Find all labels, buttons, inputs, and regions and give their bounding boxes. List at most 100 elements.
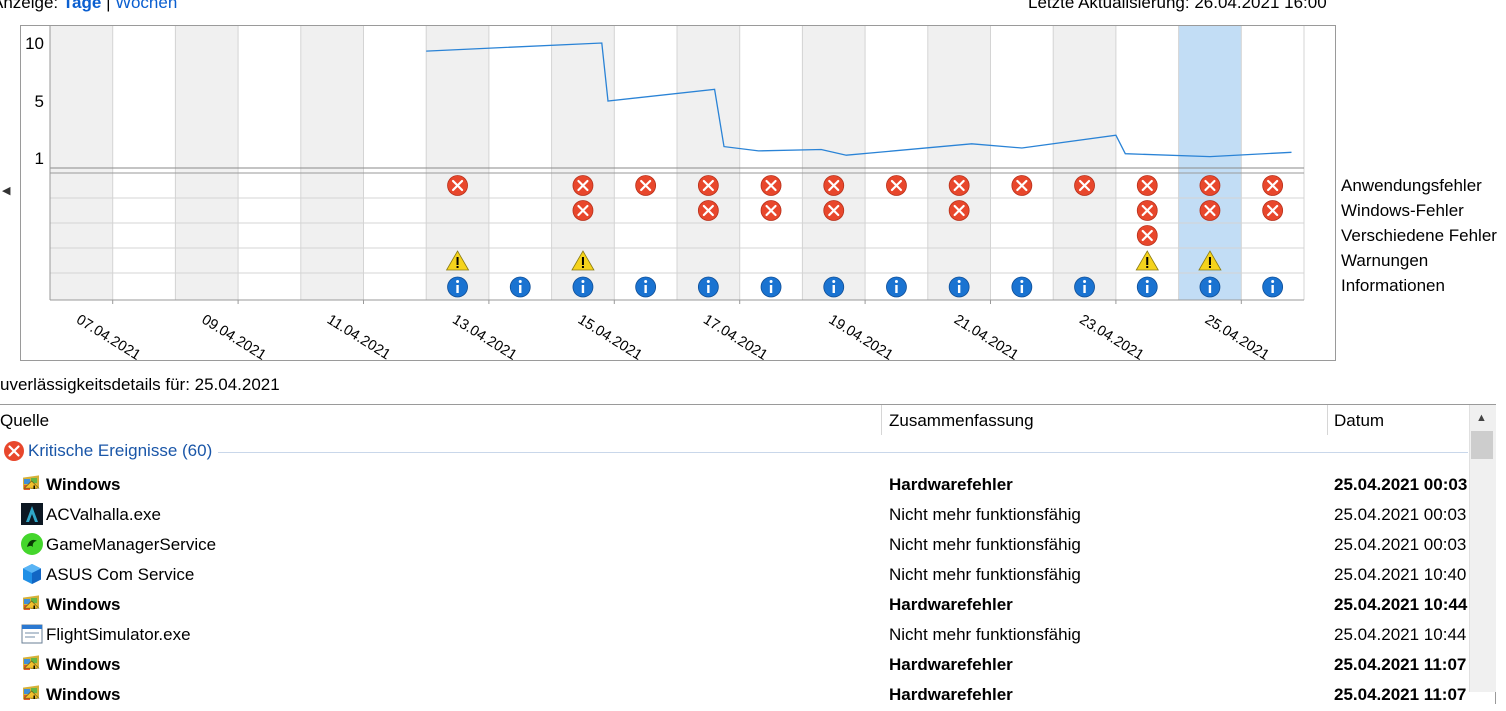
view-days-link[interactable]: Tage (62, 0, 102, 12)
day-column (50, 26, 113, 300)
error-icon-cross (1141, 179, 1153, 192)
table-row[interactable]: Windows Hardwarefehler 25.04.2021 10:44 (0, 589, 1468, 619)
x-axis-date-label: 09.04.2021 (199, 312, 269, 360)
row-summary: Hardwarefehler (889, 595, 1013, 614)
info-icon-stem (1271, 285, 1274, 293)
error-icon-cross (1267, 204, 1279, 217)
row-source: ACValhalla.exe (46, 505, 161, 524)
row-summary: Hardwarefehler (889, 685, 1013, 704)
info-icon-dot (769, 280, 773, 283)
error-icon-cross (577, 204, 589, 217)
view-switcher: Anzeige: Tage | Wochen (0, 0, 177, 13)
cube-icon (20, 562, 44, 586)
day-column (802, 26, 866, 300)
info-icon-stem (707, 285, 710, 293)
column-header-source[interactable]: Quelle (0, 411, 50, 430)
row-date: 25.04.2021 00:03 (1334, 535, 1467, 554)
row-source: Windows (46, 685, 121, 704)
table-row[interactable]: ACValhalla.exe Nicht mehr funktionsfähig 2… (0, 499, 1468, 529)
view-separator: | (106, 0, 111, 12)
stability-index-line (426, 42, 1292, 158)
legend-misc-errors: Verschiedene Fehler (1341, 226, 1497, 245)
row-summary: Nicht mehr funktionsfähig (889, 535, 1081, 554)
warning-icon-bar (1208, 257, 1211, 265)
view-label: Anzeige: (0, 0, 59, 12)
x-axis-date-label: 25.04.2021 (1202, 312, 1272, 360)
x-axis-date-label: 13.04.2021 (449, 312, 519, 360)
reliability-chart-svg[interactable]: 10 5 1 07.04.2021 09.04.2021 11.04.2021 13.04.… (21, 26, 1335, 364)
table-row[interactable]: Windows Hardwarefehler 25.04.2021 11:07 (0, 649, 1468, 679)
row-date: 25.04.2021 00:03 (1334, 475, 1468, 494)
row-source: Windows (46, 595, 121, 614)
acvalhalla-icon (20, 502, 44, 526)
table-row[interactable]: GameManagerService Nicht mehr funktionsfä… (0, 529, 1468, 559)
info-icon-stem (519, 285, 522, 293)
chart-scroll-left-icon[interactable]: ◀ (2, 185, 11, 197)
legend-warnings: Warnungen (1341, 251, 1429, 270)
scrollbar-thumb[interactable] (1471, 431, 1493, 459)
x-axis-date-label: 21.04.2021 (951, 312, 1021, 360)
table-row[interactable]: Windows Hardwarefehler 25.04.2021 11:07 (0, 679, 1468, 709)
table-row[interactable]: FlightSimulator.exe Nicht mehr funktionsf… (0, 619, 1468, 649)
x-axis-date-label: 15.04.2021 (575, 312, 645, 360)
error-icon-cross (1267, 179, 1279, 192)
error-icon-cross (1078, 179, 1091, 192)
row-summary: Hardwarefehler (889, 655, 1013, 674)
y-tick-label: 10 (25, 34, 44, 53)
error-icon-cross (1141, 204, 1153, 217)
info-icon-stem (1146, 285, 1149, 293)
info-icon-stem (456, 285, 459, 293)
reliability-chart: 10 5 1 07.04.2021 09.04.2021 11.04.2021 13.04.… (20, 25, 1336, 364)
row-source: ASUS Com Service (46, 565, 195, 584)
group-critical-events[interactable]: Kritische Ereignisse (60) (28, 441, 213, 460)
info-icon-stem (895, 285, 898, 293)
x-axis-date-label: 07.04.2021 (73, 312, 143, 360)
x-axis-date-label: 17.04.2021 (700, 312, 770, 360)
info-icon-dot (957, 280, 961, 283)
error-icon-cross (1204, 179, 1216, 192)
info-icon-dot (1083, 280, 1087, 283)
info-icon-stem (1208, 285, 1212, 293)
info-icon-stem (1020, 285, 1024, 293)
error-icon-cross (953, 204, 965, 217)
x-axis-date-label: 19.04.2021 (826, 312, 896, 360)
windows-flag-icon (20, 592, 44, 616)
warning-icon-dot (1208, 266, 1211, 268)
row-source: GameManagerService (46, 535, 217, 554)
info-icon-dot (518, 280, 522, 283)
warning-icon-bar (581, 257, 584, 265)
legend-information: Informationen (1341, 276, 1445, 295)
info-icon-dot (706, 280, 710, 283)
column-header-summary[interactable]: Zusammenfassung (889, 411, 1034, 430)
group-divider (218, 452, 1468, 453)
details-title: uverlässigkeitsdetails für: 25.04.2021 (0, 375, 280, 394)
table-row[interactable]: Windows Hardwarefehler 25.04.2021 00:03 (0, 469, 1468, 499)
info-icon-dot (456, 280, 460, 283)
error-icon-cross (953, 179, 965, 192)
warning-icon-bar (1146, 257, 1149, 265)
row-summary: Nicht mehr funktionsfähig (889, 505, 1081, 524)
row-summary: Hardwarefehler (889, 475, 1013, 494)
warning-icon-dot (1146, 266, 1149, 268)
last-update: Letzte Aktualisierung: 26.04.2021 16:00 (1028, 0, 1327, 12)
windows-flag-icon (20, 472, 44, 496)
info-icon-stem (832, 285, 835, 293)
error-icon-cross (765, 179, 777, 192)
error-icon-cross (577, 179, 589, 192)
row-source: FlightSimulator.exe (46, 625, 191, 644)
error-icon-cross (1204, 204, 1216, 217)
column-divider[interactable] (881, 405, 882, 435)
scroll-up-icon[interactable]: ▲ (1476, 412, 1487, 424)
column-header-date[interactable]: Datum (1334, 411, 1385, 430)
row-date: 25.04.2021 00:03 (1334, 505, 1467, 524)
info-icon-dot (832, 280, 836, 283)
view-weeks-link[interactable]: Wochen (115, 0, 178, 12)
row-source: Windows (46, 655, 121, 674)
table-row[interactable]: ASUS Com Service Nicht mehr funktionsfähi… (0, 559, 1468, 589)
row-date: 25.04.2021 10:44 (1334, 625, 1467, 644)
column-divider[interactable] (1327, 405, 1328, 435)
error-icon-cross (702, 179, 714, 192)
error-icon-cross (1141, 229, 1153, 242)
x-axis-date-label: 23.04.2021 (1076, 312, 1146, 360)
error-icon-cross (765, 204, 777, 217)
